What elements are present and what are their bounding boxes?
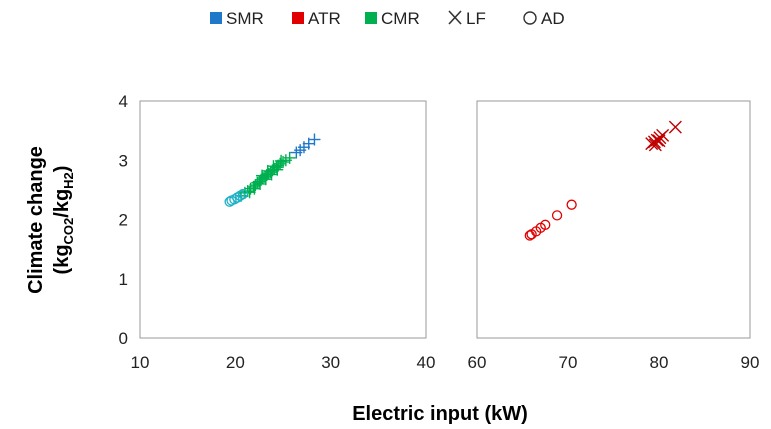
left-x-tick-label: 40 <box>417 353 436 372</box>
data-point-smr-circle <box>232 192 243 203</box>
left-y-tick-label: 4 <box>119 92 128 111</box>
left-y-tick-label: 1 <box>119 270 128 289</box>
left-x-tick-label: 30 <box>321 353 340 372</box>
legend-swatch-atr <box>292 12 304 24</box>
data-point-cmr-plus <box>267 160 280 173</box>
legend-x-marker-icon <box>448 10 462 25</box>
legend-label-lf: LF <box>466 9 486 28</box>
legend-circle-marker-icon <box>523 11 537 25</box>
y-axis-title-line1: Climate change <box>25 146 47 294</box>
right-x-tick-label: 80 <box>650 353 669 372</box>
left-tick-labels: 10 20 30 40 0 1 2 3 4 <box>119 92 436 372</box>
legend: SMR ATR CMR LF AD <box>210 9 565 28</box>
right-plot-frame <box>476 100 751 339</box>
data-point-cmr-plus <box>275 154 288 167</box>
data-point-cmr-plus <box>243 186 256 199</box>
data-point-atr-circle <box>540 219 551 230</box>
data-point-smr-circle <box>229 194 240 205</box>
left-data-marks <box>224 133 321 207</box>
left-panel: 10 20 30 40 0 1 2 3 4 <box>119 92 436 372</box>
legend-swatch-smr <box>210 12 222 24</box>
data-point-atr-circle <box>551 210 563 221</box>
right-data-marks <box>524 120 682 241</box>
left-x-tick-label: 10 <box>131 353 150 372</box>
x-axis-title: Electric input (kW) <box>352 403 528 425</box>
left-plot-frame <box>139 100 427 339</box>
data-point-cmr-plus <box>283 151 296 164</box>
data-point-smr-circle <box>237 188 249 200</box>
y-axis-title-line2: (kgCO2/kgH2) <box>51 166 76 275</box>
data-point-atr-x <box>652 134 666 148</box>
right-x-tick-label: 70 <box>559 353 578 372</box>
left-y-tick-label: 0 <box>119 329 128 348</box>
data-point-cmr-plus <box>254 177 267 190</box>
data-point-atr-circle <box>566 199 577 210</box>
right-panel: 60 70 80 90 <box>468 100 760 372</box>
legend-label-atr: ATR <box>308 9 341 28</box>
left-x-tick-label: 20 <box>226 353 245 372</box>
right-tick-labels: 60 70 80 90 <box>468 353 760 372</box>
legend-label-cmr: CMR <box>381 9 420 28</box>
data-point-smr-plus <box>308 133 321 146</box>
data-point-atr-x <box>668 120 682 134</box>
data-point-smr-circle <box>234 190 246 201</box>
data-point-cmr-plus <box>256 169 269 182</box>
right-x-tick-label: 90 <box>741 353 760 372</box>
data-point-smr-circle <box>224 196 235 207</box>
legend-label-ad: AD <box>541 9 565 28</box>
y-axis-title: Climate change (kgCO2/kgH2) <box>25 146 76 294</box>
left-y-tick-label: 2 <box>119 211 128 230</box>
legend-label-smr: SMR <box>226 9 264 28</box>
data-point-cmr-plus <box>277 156 289 169</box>
left-y-tick-label: 3 <box>119 151 128 170</box>
right-x-tick-label: 60 <box>468 353 487 372</box>
data-point-cmr-plus <box>261 164 274 177</box>
legend-swatch-cmr <box>365 12 377 24</box>
